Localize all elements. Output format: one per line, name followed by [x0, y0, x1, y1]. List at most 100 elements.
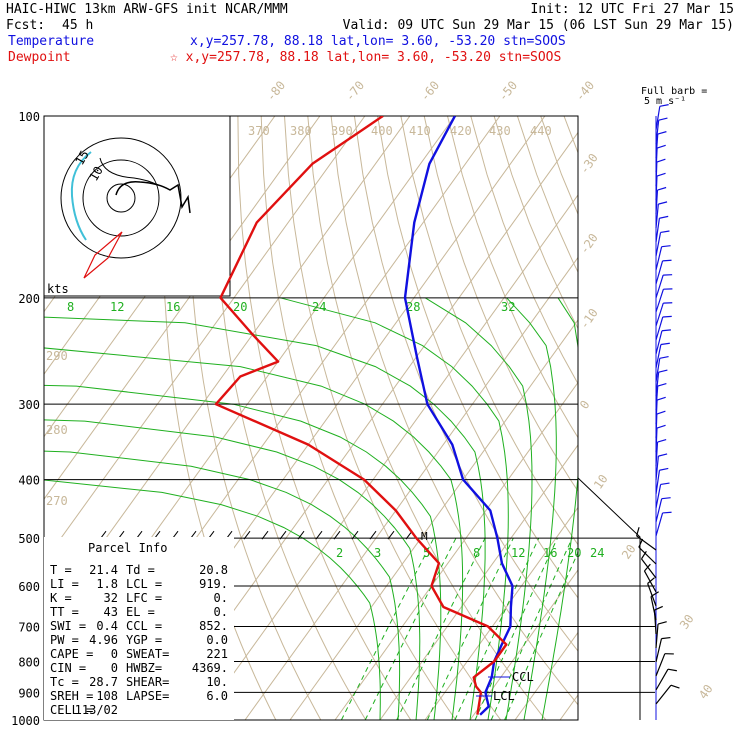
isotherm-line: [605, 116, 740, 720]
dry-adiabat-line: [284, 116, 502, 720]
isoline-label: 24: [312, 300, 326, 314]
parcel-info-cell: 4.96: [89, 633, 118, 647]
parcel-info-cell: 20.8: [199, 563, 228, 577]
wind-barb-flag: [658, 453, 668, 457]
dry-adiabat-line: [470, 116, 578, 385]
fcst-value: 45 h: [62, 18, 93, 33]
wind-barb-flag: [656, 396, 666, 401]
fcst-label: Fcst:: [6, 18, 45, 33]
isoline-label: 8: [67, 300, 74, 314]
wind-barb: [641, 558, 657, 579]
wind-barb: [655, 456, 659, 481]
isoline-label: 0: [577, 398, 593, 412]
parcel-info-cell: Tc =: [50, 675, 79, 689]
wind-barb: [655, 498, 663, 523]
wind-barb: [655, 106, 661, 131]
parcel-info-cell: 43: [104, 605, 118, 619]
wind-barb: [655, 624, 659, 649]
parcel-info-cell: EL =: [126, 605, 155, 619]
dewpoint-info: ☆ x,y=257.78, 88.18 lat,lon= 3.60, -53.2…: [170, 50, 561, 65]
wind-barb: [655, 330, 663, 355]
hash-mark: [261, 530, 269, 540]
wind-barb-flag: [638, 538, 644, 548]
wind-barb-flag: [656, 424, 666, 429]
parcel-info-cell: Td =: [126, 563, 155, 577]
wind-barb: [647, 583, 657, 607]
parcel-info-cell: PW =: [50, 633, 79, 647]
isoline-label: 16: [166, 300, 180, 314]
parcel-info-cell: YGP =: [126, 633, 162, 647]
wind-barb-flag: [662, 315, 672, 318]
wind-barb-flag: [670, 684, 680, 689]
isoline-label: 3: [374, 546, 381, 560]
dry-adiabat-line: [423, 116, 578, 493]
parcel-info-cell: CELL =: [50, 703, 93, 717]
init-time: Init: 12 UTC Fri 27 Mar 15: [531, 2, 735, 17]
isotherm-line: [44, 116, 321, 501]
pressure-tick-label: 400: [18, 474, 40, 488]
parcel-info-cell: SWEAT=: [126, 647, 169, 661]
parcel-info-cell: CIN =: [50, 661, 86, 675]
wind-barb: [655, 512, 664, 537]
parcel-info-cell: 0.: [214, 591, 228, 605]
barb-legend-line2: 5 m s⁻¹: [644, 96, 686, 107]
wind-barb-flag: [660, 342, 670, 346]
wind-barb-flag: [650, 591, 659, 598]
wind-barb-flag: [659, 355, 669, 359]
wind-barbs: [577, 104, 680, 720]
wind-barb-flag: [654, 605, 663, 611]
pressure-tick-label: 500: [18, 532, 40, 546]
wind-barb-flag: [660, 482, 670, 486]
wind-barb: [655, 653, 666, 677]
isoline-label: -70: [343, 78, 368, 104]
hash-mark: [315, 530, 323, 540]
wind-barb-flag: [667, 668, 677, 672]
parcel-info-cell: HWBZ=: [126, 661, 162, 675]
isoline-label: 32: [501, 300, 515, 314]
isoline-label: 400: [371, 124, 393, 138]
parcel-info-cell: LCL =: [126, 577, 162, 591]
hodo-ring-10: [82, 159, 160, 237]
parcel-info-cell: K =: [50, 591, 72, 605]
dry-adiabat-line: [330, 116, 578, 706]
hash-mark: [279, 530, 287, 540]
parcel-info-cell: T =: [50, 563, 72, 577]
mixing-ratio-line: [504, 551, 578, 720]
wind-barb: [655, 470, 661, 495]
isoline-label: 270: [46, 494, 68, 508]
moist-adiabat-line: [44, 479, 381, 720]
isotherm-line: [379, 444, 578, 720]
parcel-info-cell: SREH =: [50, 689, 93, 703]
temperature-label: Temperature: [8, 34, 94, 49]
hodo-trace-inner: [99, 157, 159, 186]
isoline-label: 28: [406, 300, 420, 314]
barb-legend-line1: Full barb =: [641, 86, 707, 97]
pressure-tick-label: 800: [18, 655, 40, 669]
isoline-label: 12: [511, 546, 525, 560]
isotherm-line: [244, 256, 578, 720]
hash-mark: [369, 530, 377, 540]
wind-barb: [653, 610, 657, 635]
isoline-label: 410: [409, 124, 431, 138]
wind-barb: [636, 535, 657, 551]
wind-barb: [655, 358, 661, 383]
hodo-trace-black: [115, 181, 191, 214]
hodo-ring-label-10: 10: [86, 164, 105, 184]
barb-frame-outline: [577, 477, 641, 720]
isoline-label: 430: [489, 124, 511, 138]
wind-barb: [655, 190, 659, 215]
parcel-info-cell: 919.: [199, 577, 228, 591]
dry-adiabat-line: [377, 116, 578, 599]
wind-barb: [655, 288, 664, 313]
wind-barb: [655, 246, 663, 271]
parcel-info-cell: TT =: [50, 605, 79, 619]
wind-barb: [655, 175, 658, 201]
parcel-info-cell: 6.0: [206, 689, 228, 703]
m-label: M: [421, 530, 428, 543]
parcel-info-cell: LFC =: [126, 591, 162, 605]
isotherm-line: [424, 506, 578, 720]
sounding-profiles: [214, 116, 514, 716]
parcel-info-cell: 113/02: [75, 703, 118, 717]
parcel-info-cell: 0: [111, 661, 118, 675]
wind-barb-flag: [661, 329, 671, 332]
